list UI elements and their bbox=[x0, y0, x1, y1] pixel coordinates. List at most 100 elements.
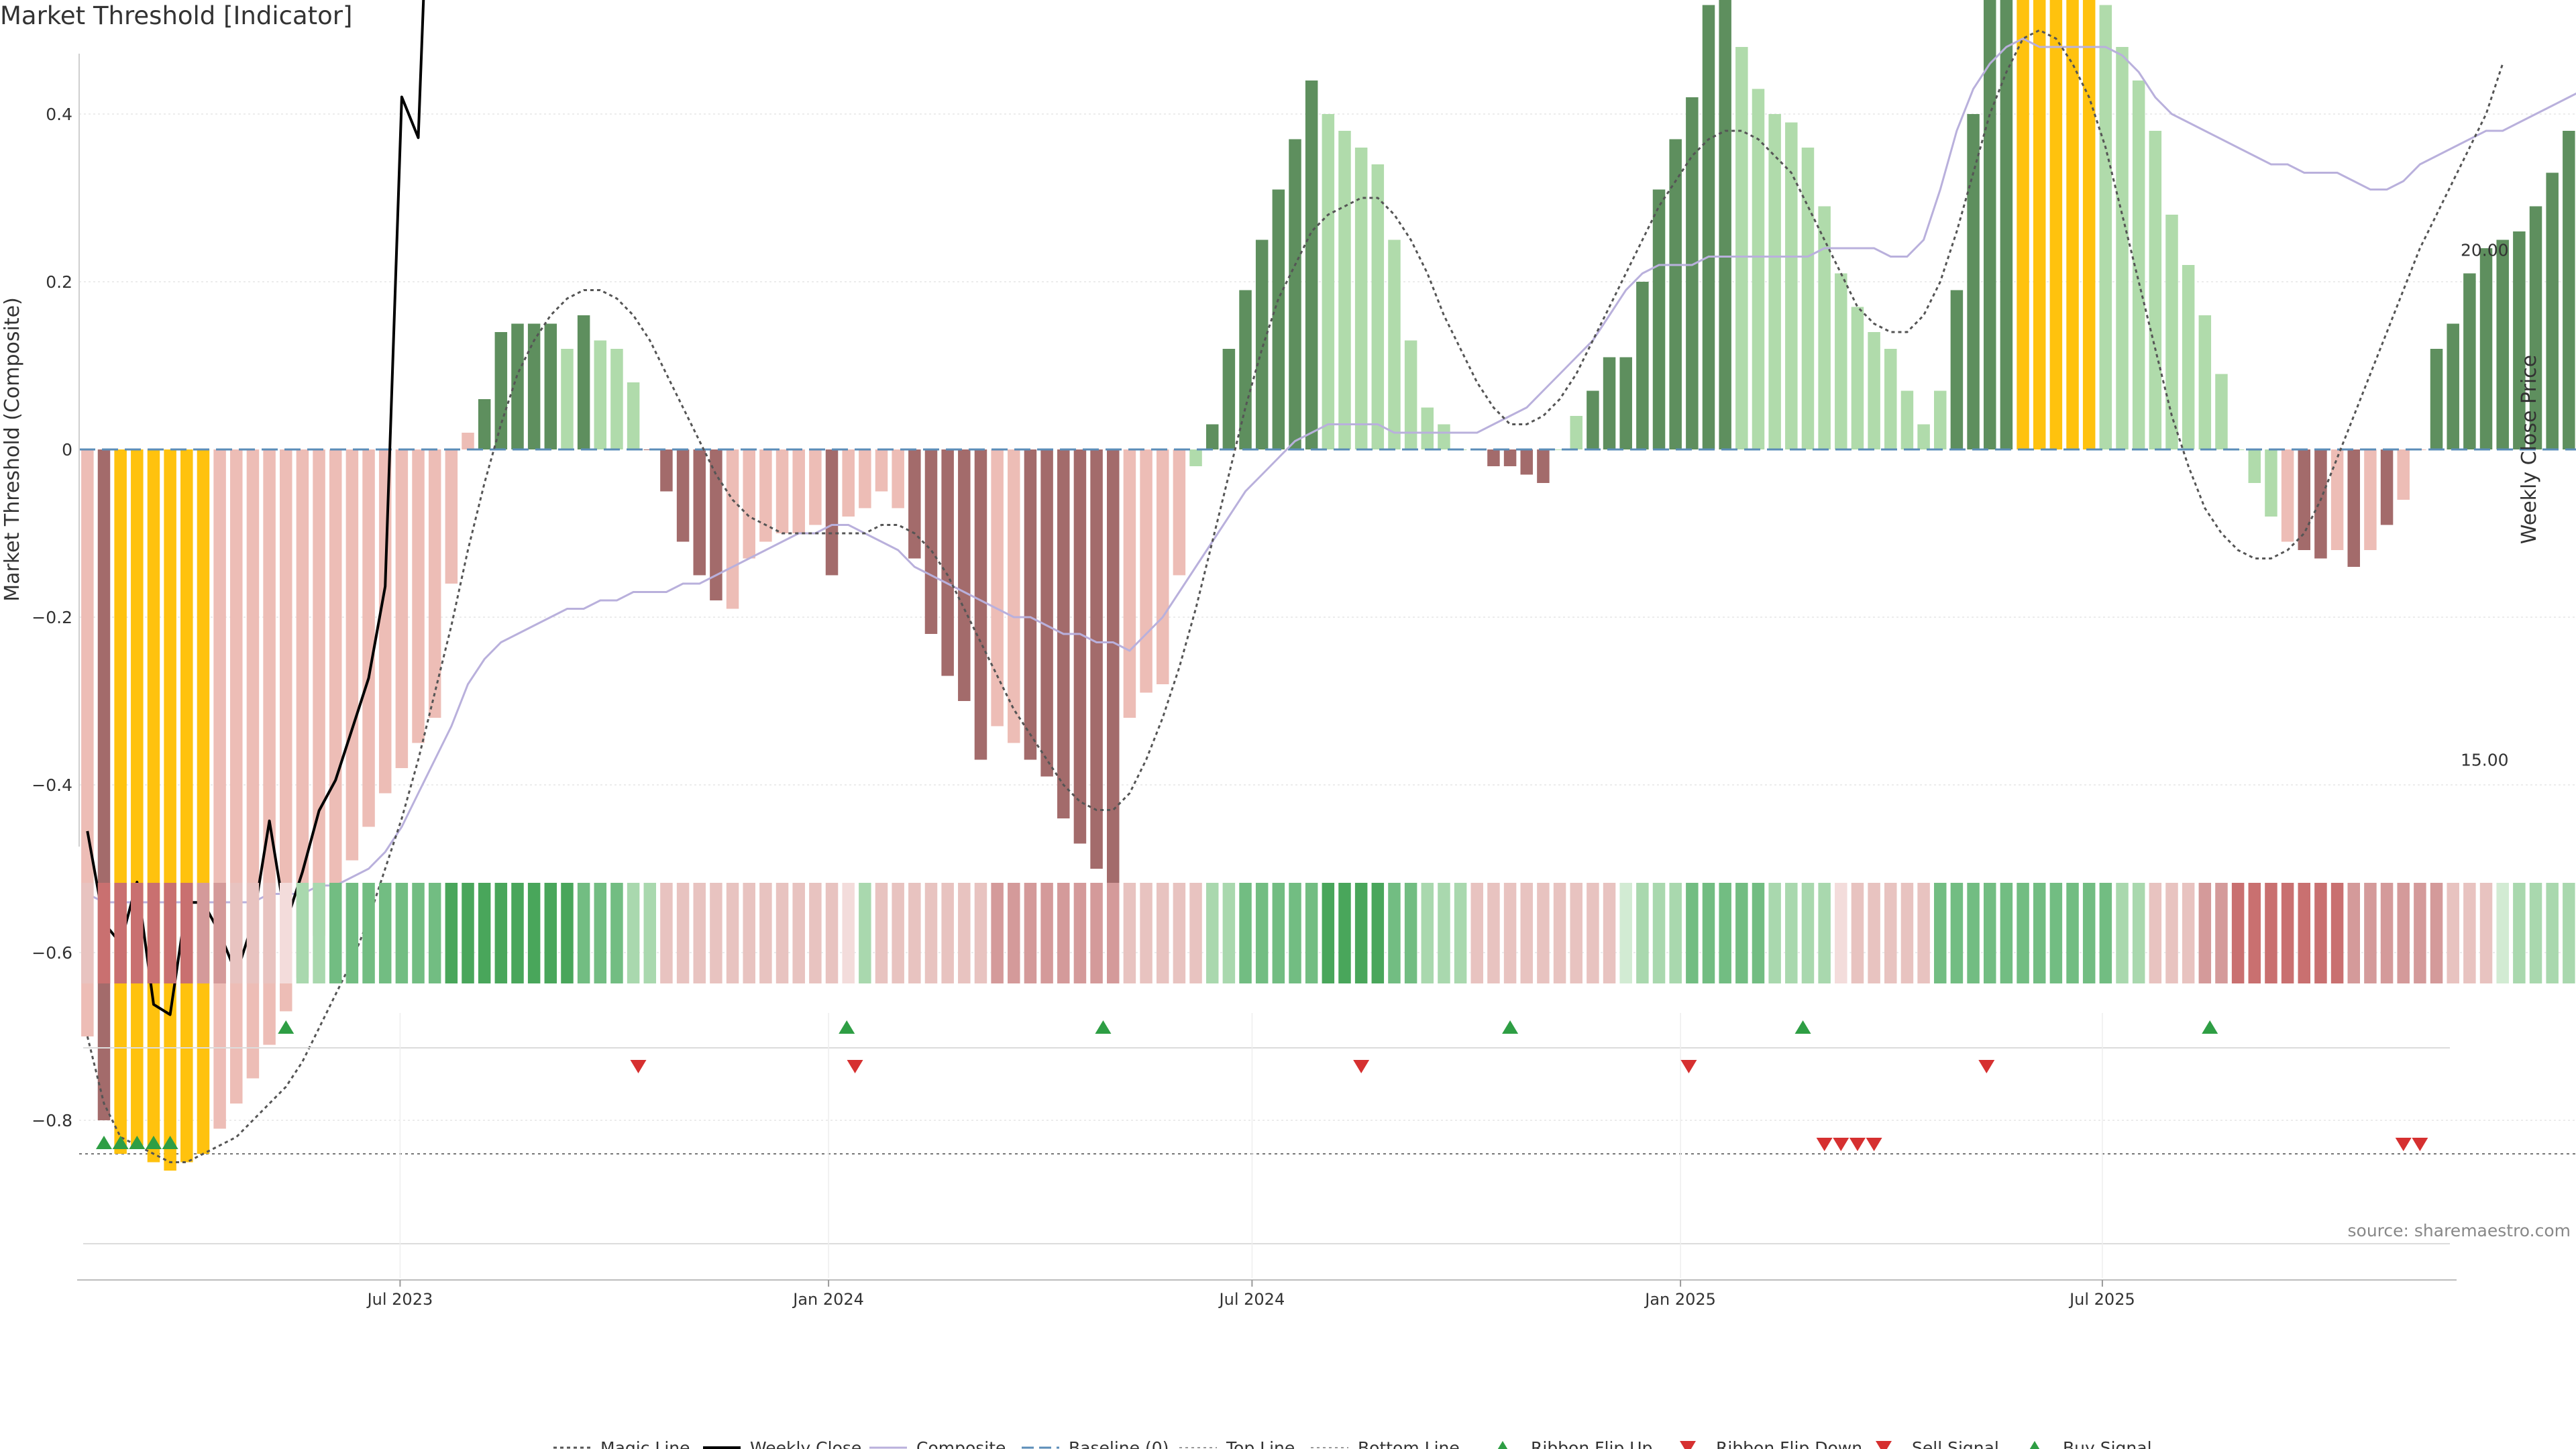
legend-label: Sell Signal bbox=[1912, 1438, 1999, 1449]
composite-bar bbox=[1603, 357, 1616, 449]
legend-label: Bottom Line bbox=[1358, 1438, 1460, 1449]
legend-item: Bottom Line bbox=[1311, 1438, 1460, 1449]
ribbon-cell bbox=[296, 883, 309, 983]
legend-label: Buy Signal bbox=[2063, 1438, 2152, 1449]
ribbon-cell bbox=[1520, 883, 1533, 983]
composite-bar bbox=[1107, 449, 1120, 885]
ribbon-cell bbox=[924, 883, 938, 983]
composite-bar bbox=[2215, 374, 2228, 449]
ribbon-flip-up-marker bbox=[278, 1020, 294, 1034]
ribbon-cell bbox=[428, 883, 441, 983]
composite-bar bbox=[2314, 449, 2327, 559]
ribbon-cell bbox=[2298, 883, 2311, 983]
ribbon-cell bbox=[1354, 883, 1368, 983]
composite-bar bbox=[1503, 449, 1517, 466]
ribbon-cell bbox=[1967, 883, 1980, 983]
composite-bar bbox=[974, 449, 987, 760]
ribbon-cell bbox=[345, 883, 359, 983]
ribbon-cell bbox=[941, 883, 954, 983]
composite-bar bbox=[2496, 239, 2509, 449]
composite-bar bbox=[859, 449, 871, 508]
ribbon-cell bbox=[1900, 883, 1914, 983]
composite-bar bbox=[809, 449, 822, 525]
ribbon-cell bbox=[1338, 883, 1351, 983]
ribbon-cell bbox=[2463, 883, 2476, 983]
composite-bar bbox=[1073, 449, 1087, 844]
x-tick-label: Jan 2024 bbox=[792, 1290, 864, 1309]
composite-bar bbox=[1255, 239, 1269, 449]
composite-bar bbox=[1917, 424, 1930, 449]
buy-signal-marker bbox=[145, 1136, 162, 1149]
composite-bar bbox=[1156, 449, 1169, 684]
ribbon-cell bbox=[1868, 883, 1880, 983]
ribbon-cell bbox=[2132, 883, 2145, 983]
ribbon-cell bbox=[1619, 883, 1632, 983]
ribbon-cell bbox=[1189, 883, 1202, 983]
ribbon-cell bbox=[1008, 883, 1020, 983]
composite-bar bbox=[1851, 307, 1864, 449]
composite-bar bbox=[2099, 5, 2112, 449]
ribbon-cell bbox=[2265, 883, 2277, 983]
ribbon-flip-down-marker bbox=[847, 1060, 863, 1073]
composite-bar bbox=[494, 332, 508, 449]
ribbon-cell bbox=[610, 883, 623, 983]
composite-bar bbox=[1322, 114, 1335, 449]
ribbon-cell bbox=[1785, 883, 1798, 983]
ribbon-cell bbox=[1652, 883, 1666, 983]
ribbon-cell bbox=[246, 883, 260, 983]
composite-bar bbox=[131, 449, 144, 1146]
composite-bar bbox=[395, 449, 409, 768]
composite-bar bbox=[2116, 47, 2129, 449]
ribbon-cell bbox=[2082, 883, 2096, 983]
ribbon-cell bbox=[1470, 883, 1484, 983]
composite-bar bbox=[1239, 290, 1252, 449]
ribbon-cell bbox=[1024, 883, 1037, 983]
composite-bar bbox=[1404, 340, 1417, 449]
ribbon-cell bbox=[2017, 883, 2029, 983]
legend: Magic Line Weekly Close Composite Baseline … bbox=[553, 1438, 2152, 1449]
ribbon-cell bbox=[1205, 883, 1219, 983]
composite-bar bbox=[1421, 407, 1434, 449]
ribbon-cell bbox=[1289, 883, 1301, 983]
y-tick-label: −0.8 bbox=[32, 1111, 72, 1130]
composite-bar bbox=[1636, 282, 1649, 449]
ribbon-cell bbox=[643, 883, 657, 983]
ribbon-cell bbox=[164, 883, 176, 983]
ribbon-cell bbox=[2099, 883, 2112, 983]
ribbon-cell bbox=[1239, 883, 1252, 983]
composite-bar bbox=[313, 449, 325, 936]
chart-title: Market Threshold [Indicator] bbox=[0, 1, 353, 30]
composite-bar bbox=[610, 349, 623, 449]
ribbon-cell bbox=[1040, 883, 1053, 983]
ribbon-cell bbox=[147, 883, 160, 983]
buy-signal-marker bbox=[95, 1136, 112, 1149]
composite-bar bbox=[693, 449, 706, 576]
ribbon-cell bbox=[2182, 883, 2195, 983]
ribbon-cell bbox=[329, 883, 342, 983]
composite-bar bbox=[1735, 47, 1748, 449]
ribbon-cell bbox=[693, 883, 706, 983]
ribbon-cell bbox=[197, 883, 210, 983]
composite-bar bbox=[2265, 449, 2277, 517]
composite-bar bbox=[1587, 390, 1599, 449]
ribbon-flip-down-marker bbox=[630, 1060, 647, 1073]
ribbon-cell bbox=[1752, 883, 1765, 983]
composite-bar bbox=[511, 323, 524, 449]
composite-bar bbox=[1652, 189, 1666, 449]
ribbon-cell bbox=[412, 883, 425, 983]
ribbon-cell bbox=[1322, 883, 1335, 983]
ribbon-cell bbox=[1884, 883, 1897, 983]
ribbon-cell bbox=[1553, 883, 1566, 983]
composite-line bbox=[87, 37, 2576, 904]
ribbon-cell bbox=[462, 883, 474, 983]
composite-bar bbox=[1752, 89, 1765, 449]
ribbon-cell bbox=[676, 883, 690, 983]
composite-bar bbox=[1818, 206, 1831, 449]
composite-bar bbox=[991, 449, 1004, 727]
composite-bar bbox=[2165, 215, 2178, 449]
buy-signal-marker bbox=[129, 1136, 146, 1149]
composite-bar bbox=[280, 449, 292, 1012]
ribbon-cell bbox=[2529, 883, 2542, 983]
ribbon-cell bbox=[511, 883, 524, 983]
ribbon-cell bbox=[2281, 883, 2294, 983]
